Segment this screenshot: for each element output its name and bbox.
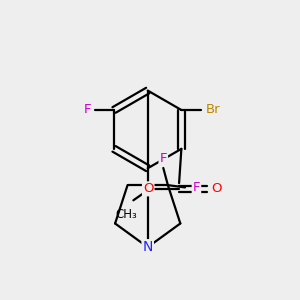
Text: F: F (84, 103, 92, 116)
Text: CH₃: CH₃ (116, 208, 137, 220)
Text: N: N (142, 240, 153, 254)
Text: F: F (193, 181, 200, 194)
Text: O: O (212, 182, 222, 195)
Text: F: F (160, 152, 167, 165)
Text: Br: Br (206, 103, 221, 116)
Text: O: O (143, 182, 154, 195)
